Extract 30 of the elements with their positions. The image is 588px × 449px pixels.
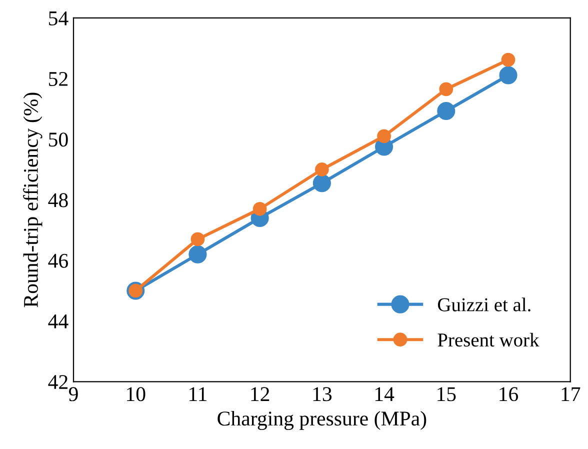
- x-tick-label: 10: [127, 387, 146, 402]
- x-tick-label: 12: [251, 387, 270, 401]
- point: [499, 66, 518, 84]
- x-tick-label: 11: [190, 387, 206, 401]
- x-tick-label: 16: [500, 387, 518, 402]
- point: [377, 129, 391, 144]
- y-axis-title: Round-trip efficiency (%): [23, 92, 42, 308]
- x-tick-label: 17: [562, 387, 580, 401]
- x-tick-label: 13: [313, 387, 332, 402]
- point: [439, 82, 454, 96]
- y-tick-label: 54: [49, 11, 68, 26]
- legend-label: Present work: [438, 332, 540, 347]
- x-tick-label: 9: [68, 387, 78, 402]
- point: [437, 102, 456, 120]
- y-tick-label: 42: [48, 375, 68, 389]
- y-tick-label: 50: [49, 132, 68, 147]
- point: [190, 232, 205, 246]
- y-tick-label: 48: [48, 193, 68, 208]
- point: [501, 52, 516, 67]
- x-axis-title: Charging pressure (MPa): [218, 410, 426, 430]
- point: [188, 245, 207, 264]
- y-tick-label: 44: [48, 314, 68, 328]
- legend-label: Guizzi et al.: [438, 298, 530, 312]
- x-tick-label: 15: [438, 387, 456, 402]
- y-tick-label: 46: [48, 254, 68, 268]
- point: [312, 174, 331, 192]
- point: [252, 202, 267, 216]
- x-tick-label: 14: [375, 387, 394, 401]
- y-tick-label: 52: [49, 72, 68, 86]
- point: [314, 162, 329, 176]
